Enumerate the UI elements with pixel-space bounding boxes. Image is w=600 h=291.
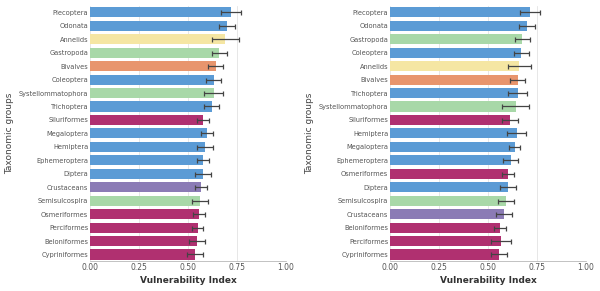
Bar (391, 61, 520, 71)
Bar (391, 21, 527, 31)
Bar (391, 115, 509, 125)
Bar (391, 249, 499, 260)
Bar (91, 48, 220, 58)
Bar (391, 7, 530, 17)
Bar (391, 236, 501, 246)
Bar (91, 155, 203, 165)
Bar (91, 169, 203, 179)
X-axis label: Vulnerability Index: Vulnerability Index (440, 276, 536, 285)
Bar (91, 249, 195, 260)
Bar (91, 88, 214, 98)
Bar (391, 142, 515, 152)
Bar (391, 74, 518, 85)
Bar (391, 102, 515, 111)
Bar (91, 196, 200, 206)
Bar (391, 128, 517, 139)
Bar (391, 48, 521, 58)
X-axis label: Vulnerability Index: Vulnerability Index (140, 276, 236, 285)
Bar (91, 223, 197, 233)
Bar (91, 61, 215, 71)
Bar (391, 223, 500, 233)
Bar (91, 115, 203, 125)
Bar (91, 209, 199, 219)
Bar (391, 182, 508, 192)
Bar (91, 142, 205, 152)
Bar (391, 169, 508, 179)
Bar (91, 102, 212, 111)
Bar (91, 21, 227, 31)
Bar (391, 34, 523, 44)
Bar (91, 34, 226, 44)
Bar (91, 182, 201, 192)
Bar (91, 74, 214, 85)
Bar (391, 88, 518, 98)
Bar (91, 7, 231, 17)
Bar (391, 196, 506, 206)
Bar (91, 236, 197, 246)
Y-axis label: Taxonomic groups: Taxonomic groups (5, 93, 14, 174)
Bar (391, 209, 504, 219)
Bar (391, 155, 511, 165)
Bar (91, 128, 207, 139)
Y-axis label: Taxonomic groups: Taxonomic groups (305, 93, 314, 174)
